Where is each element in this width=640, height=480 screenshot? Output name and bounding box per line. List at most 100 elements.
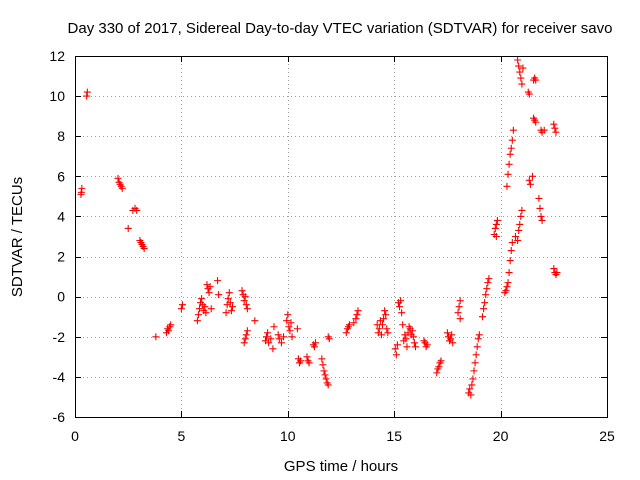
data-point [263,333,271,341]
data-point [83,92,91,100]
data-point [114,174,122,182]
grid [75,56,607,417]
data-point [133,206,141,214]
data-point [352,315,360,323]
x-axis-label: GPS time / hours [284,458,398,475]
data-point [471,359,479,367]
data-point [467,391,475,399]
y-axis-label: SDTVAR / TECUs [9,177,26,297]
data-point [251,317,259,325]
data-point [399,321,407,329]
data-point [206,283,214,291]
x-tick-label: 10 [280,428,296,444]
data-point [508,239,516,247]
data-point [469,375,477,383]
data-point [437,357,445,365]
data-point [398,309,406,317]
data-point [224,295,232,303]
data-point [392,351,400,359]
data-point [550,120,558,128]
data-point [515,62,523,70]
x-tick-label: 20 [493,428,509,444]
data-point [118,184,126,192]
data-point [484,279,492,287]
data-point [517,212,525,220]
data-point [378,321,386,329]
x-tick-label: 0 [71,428,79,444]
data-point [526,180,534,188]
y-tick-label: 10 [49,88,65,104]
data-point [433,369,441,377]
data-point [275,335,283,343]
data-point [391,345,399,353]
data-point [482,291,490,299]
data-point [177,305,185,313]
data-point [227,307,235,315]
data-point [474,335,482,343]
data-point [264,329,272,337]
data-point [468,381,476,389]
data-point [536,204,544,212]
data-point [516,68,524,76]
data-point [267,335,275,343]
data-point [537,212,545,220]
y-tick-label: 2 [57,249,65,265]
data-point [193,317,201,325]
data-point [320,367,328,375]
data-point [285,323,293,331]
data-point [552,128,560,136]
data-point [241,335,249,343]
data-point [493,216,501,224]
data-point [325,335,333,343]
data-point [507,247,515,255]
y-tick-label: -4 [53,369,66,385]
data-point [410,339,418,347]
data-point [485,275,493,283]
data-point [165,327,173,335]
data-points [77,56,561,399]
data-point [321,371,329,379]
data-point [382,311,390,319]
data-point [383,325,391,333]
data-point [504,279,512,287]
data-point [423,341,431,349]
data-point [303,353,311,361]
data-point [380,315,388,323]
data-point [207,305,215,313]
data-point [550,265,558,273]
data-point [280,333,288,341]
data-point [525,90,533,98]
data-point [532,76,540,84]
data-point [286,327,294,335]
data-point [269,345,277,353]
data-point [517,74,525,82]
data-point [409,333,417,341]
data-point [456,297,464,305]
data-point [525,176,533,184]
data-point [403,343,411,351]
data-point [293,325,301,333]
data-point [397,297,405,305]
data-point [240,339,248,347]
data-point [167,321,175,329]
data-point [242,331,250,339]
data-point [346,321,354,329]
data-point [483,285,491,293]
data-point [205,289,213,297]
data-point [443,329,451,337]
data-point [322,375,330,383]
data-point [454,309,462,317]
data-point [243,327,251,335]
data-point [507,144,515,152]
data-point [240,297,248,305]
data-point [509,126,517,134]
data-point [225,289,233,297]
data-point [83,88,91,96]
data-point [456,315,464,323]
data-point [350,319,358,327]
data-point [214,277,222,285]
data-point [514,237,522,245]
plot-frame [75,56,608,418]
data-point [201,303,209,311]
